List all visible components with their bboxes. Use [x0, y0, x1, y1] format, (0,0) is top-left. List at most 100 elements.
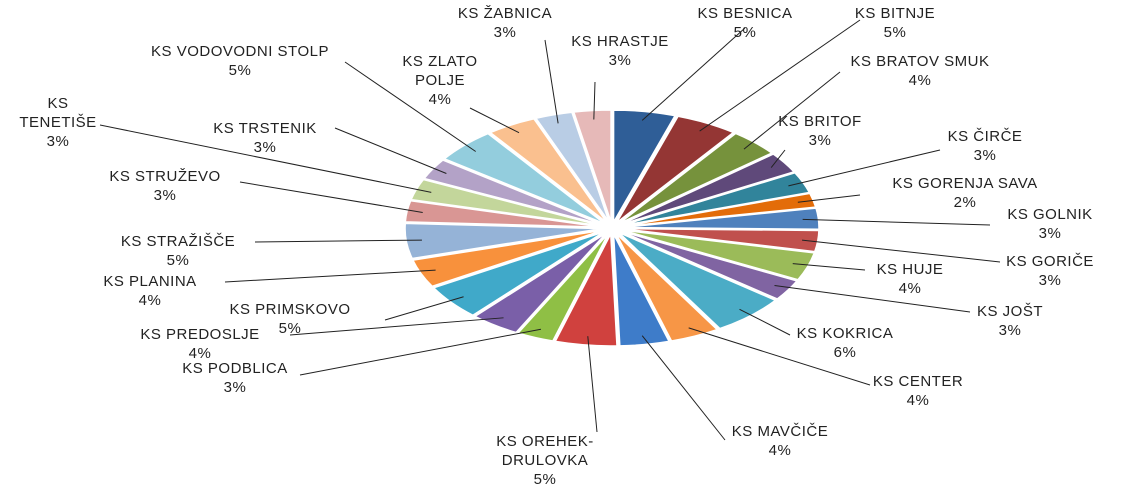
slice-value: 4% [138, 292, 162, 309]
data-label: KS PRIMSKOVO 5% [195, 300, 385, 338]
pie-slice [554, 231, 618, 347]
data-label: KS OREHEK-DRULOVKA 5% [475, 432, 615, 484]
slice-value: 2% [953, 194, 977, 211]
data-label: KS BRITOF 3% [775, 112, 865, 150]
leader-line [802, 239, 1001, 263]
leader-line [688, 327, 871, 386]
leader-line [699, 19, 861, 132]
pie-slice [404, 222, 603, 260]
pie-slice [612, 109, 677, 225]
slice-name: KS TRSTENIK [213, 120, 317, 137]
data-label: KS BRATOV SMUK 4% [820, 52, 1020, 90]
data-label: KS ČIRČE 3% [940, 127, 1030, 165]
leader-line [739, 308, 791, 336]
data-label: KS PLANINA 4% [75, 272, 225, 310]
slice-value: 3% [608, 52, 632, 69]
slice-value: 5% [733, 24, 757, 41]
data-label: KS MAVČIČE 4% [720, 422, 840, 460]
slice-name: KS CENTER [872, 373, 964, 390]
slice-name: KS GOLNIK [1007, 206, 1093, 223]
leader-line [99, 124, 432, 193]
data-label: KS STRUŽEVO 3% [90, 167, 240, 205]
leader-line [239, 181, 423, 213]
slice-name: KS JOŠT [976, 303, 1043, 320]
pie-slice [618, 231, 777, 330]
data-label: KS CENTER 4% [863, 372, 973, 410]
slice-value: 3% [253, 139, 277, 156]
pie-slice [621, 229, 816, 281]
slice-name: KS MAVČIČE [731, 423, 829, 440]
pie-slice [618, 132, 774, 225]
data-label: KS TENETIŠE 3% [18, 94, 98, 151]
slice-value: 4% [906, 392, 930, 409]
pie-slice [534, 111, 610, 223]
pie-slice [621, 227, 820, 253]
leader-line [344, 61, 476, 152]
leader-line [254, 239, 422, 243]
leader-line [384, 296, 464, 321]
slice-name: KS PODBLICA [182, 360, 288, 377]
slice-name: KS STRAŽIŠČE [120, 233, 236, 250]
slice-name: KS TENETIŠE [19, 95, 97, 131]
slice-name: KS HUJE [876, 261, 944, 278]
slice-name: KS OREHEK-DRULOVKA [496, 433, 594, 469]
pie-slice [432, 231, 605, 317]
leader-line [797, 194, 861, 203]
leader-line [593, 81, 596, 120]
pie-slice [620, 153, 796, 226]
data-label: KS TRSTENIK 3% [195, 119, 335, 157]
slice-value: 3% [998, 322, 1022, 339]
pie-slice [473, 232, 607, 334]
slice-name: KS BRITOF [778, 113, 862, 130]
data-label: KS PODBLICA 3% [170, 359, 300, 397]
slice-name: KS PREDOSLJE [140, 326, 260, 343]
data-label: KS ZLATO POLJE 4% [390, 52, 490, 109]
slice-name: KS PLANINA [103, 273, 197, 290]
data-label: KS STRAŽIŠČE 5% [103, 232, 253, 270]
leader-line [299, 328, 542, 376]
pie-slice [411, 229, 604, 288]
pie-slice [615, 115, 735, 224]
leader-line [770, 149, 786, 168]
leader-line [743, 71, 841, 150]
slice-value: 5% [883, 24, 907, 41]
data-label: KS ŽABNICA 3% [445, 4, 565, 42]
slice-value: 5% [228, 62, 252, 79]
data-label: KS KOKRICA 6% [790, 324, 900, 362]
leader-line [224, 269, 436, 283]
pie-slice [615, 232, 719, 342]
data-label: KS GOLNIK 3% [990, 205, 1110, 243]
slice-name: KS GORIČE [1006, 253, 1094, 270]
slice-value: 5% [166, 252, 190, 269]
pie-slice [488, 117, 608, 224]
slice-value: 6% [833, 344, 857, 361]
data-label: KS HUJE 4% [865, 260, 955, 298]
data-label: KS VODOVODNI STOLP 5% [150, 42, 330, 80]
leader-line [641, 27, 746, 121]
leader-line [334, 127, 447, 174]
data-label: KS JOŠT 3% [965, 302, 1055, 340]
slice-value: 3% [808, 132, 832, 149]
slice-value: 3% [1038, 225, 1062, 242]
slice-name: KS GORENJA SAVA [892, 175, 1038, 192]
slice-value: 4% [188, 345, 212, 362]
leader-line [469, 107, 520, 134]
leader-line [544, 39, 559, 124]
slice-value: 5% [533, 471, 557, 484]
slice-value: 3% [153, 187, 177, 204]
slice-name: KS BESNICA [697, 5, 793, 22]
leader-line [788, 149, 941, 187]
slice-value: 5% [278, 320, 302, 337]
leader-line [289, 317, 504, 336]
pie-slice [404, 199, 603, 228]
slice-name: KS BITNJE [854, 5, 936, 22]
leader-line [641, 335, 726, 441]
slice-value: 4% [428, 91, 452, 108]
slice-name: KS ZLATO POLJE [402, 53, 478, 89]
pie-slice [621, 207, 820, 231]
slice-name: KS ŽABNICA [457, 5, 553, 22]
slice-value: 3% [223, 379, 247, 396]
slice-value: 3% [493, 24, 517, 41]
